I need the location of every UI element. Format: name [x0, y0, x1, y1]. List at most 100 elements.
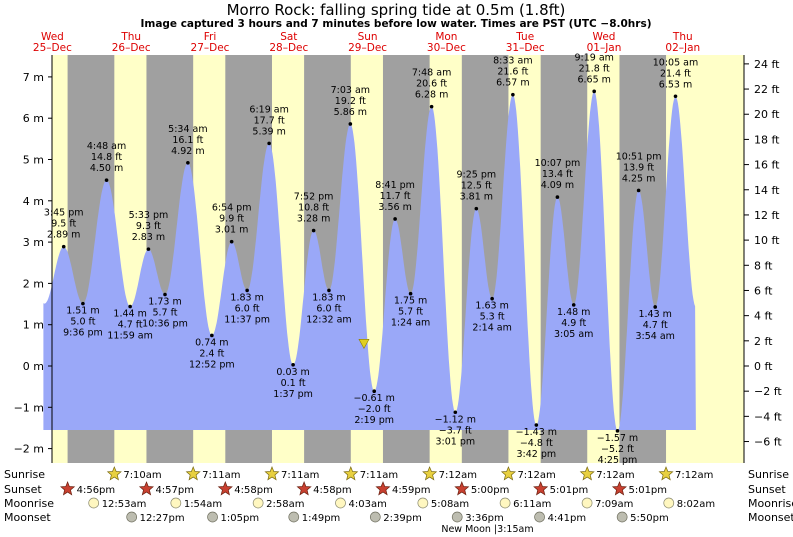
tide-label: 3.81 m [460, 192, 493, 203]
tide-label: 2:14 am [472, 323, 511, 334]
sunrise-time: 7:12am [596, 470, 634, 481]
tide-label: 5.7 ft [398, 307, 423, 318]
right-tick-label: 2 ft [754, 335, 773, 348]
left-tick-label: 4 m [23, 195, 44, 208]
tide-label: 1.43 m [638, 309, 671, 320]
left-tick-label: −1 m [14, 401, 44, 414]
tide-label: 10:05 am [653, 57, 698, 68]
sunset-time: 5:01pm [628, 485, 667, 496]
tide-label: 9:25 pm [456, 170, 496, 181]
moonrise-time: 5:08am [431, 499, 469, 510]
tide-label: 6.65 m [577, 74, 610, 85]
sunset-icon [296, 481, 312, 496]
sunset-icon [60, 481, 76, 496]
tide-label: −0.61 m [354, 393, 395, 404]
tide-label: 5.0 ft [70, 317, 95, 328]
tide-label: 4.7 ft [643, 320, 668, 331]
moonset-row-label: Moonset [4, 511, 51, 524]
tide-label: 4:48 am [87, 141, 126, 152]
moonset-icon [369, 511, 381, 523]
tide-point [490, 296, 494, 301]
left-tick-label: 7 m [23, 71, 44, 84]
moonset-time: 1:05pm [221, 513, 260, 524]
sunset-time: 4:56pm [77, 485, 116, 496]
tide-label: −5.2 ft [601, 444, 634, 455]
day-header-date: 30–Dec [427, 42, 466, 54]
tide-label: 4.9 ft [561, 318, 586, 329]
tide-label: 12:52 pm [189, 359, 235, 370]
day-header-date: 31–Dec [506, 42, 545, 54]
right-tick-label: 22 ft [754, 83, 780, 96]
right-tick-label: −4 ft [754, 410, 782, 423]
sunrise-icon [579, 466, 595, 481]
moonrise-icon [663, 497, 675, 509]
right-tick-label: 20 ft [754, 108, 780, 121]
tide-label: 3:01 pm [435, 436, 475, 447]
tide-label: 17.7 ft [254, 115, 285, 126]
tide-label: −1.43 m [516, 427, 557, 438]
right-tick-label: 16 ft [754, 159, 780, 172]
moonrise-time: 6:11am [513, 499, 551, 510]
right-tick-label: 0 ft [754, 360, 773, 373]
tide-label: 21.6 ft [497, 67, 528, 78]
tide-label: 1.63 m [475, 301, 508, 312]
day-header-dow: Sun [358, 31, 378, 43]
tide-label: 3:45 pm [44, 208, 84, 219]
sunset-icon [611, 481, 627, 496]
left-tick-label: 5 m [23, 154, 44, 167]
tide-point [229, 239, 234, 244]
left-axis: −2 m −1 m 0 m 1 m 2 m 3 m 4 m 5 m 6 m 7 m [14, 55, 53, 463]
day-header-date: 26–Dec [112, 42, 151, 54]
tide-label: 0.1 ft [281, 378, 306, 389]
left-tick-label: 3 m [23, 236, 44, 249]
right-tick-label: 6 ft [754, 284, 773, 297]
moonset-time: 2:39pm [383, 513, 422, 524]
tide-point [291, 362, 295, 367]
tide-label: 9.3 ft [136, 221, 161, 232]
sunrise-time: 7:11am [202, 470, 240, 481]
sunset-row-label-right: Sunset [748, 483, 786, 496]
day-header-dow: Mon [435, 31, 457, 43]
tide-label: 1.44 m [113, 309, 146, 320]
sunset-icon [454, 481, 470, 496]
tide-label: 1.73 m [148, 297, 181, 308]
tide-label: 10:36 pm [142, 319, 188, 330]
moonset-icon [126, 511, 138, 523]
tide-point [673, 94, 678, 99]
tide-point [408, 291, 413, 296]
tide-label: 12.5 ft [461, 181, 492, 192]
tide-label: 2.83 m [132, 232, 165, 243]
day-header-date: 01–Jan [587, 42, 622, 54]
tide-point [429, 104, 434, 109]
tide-label: 1.48 m [557, 307, 590, 318]
sunset-icon [217, 481, 233, 496]
sunset-time: 4:58pm [234, 485, 273, 496]
tide-label: 11.7 ft [380, 191, 411, 202]
tide-label: 6:54 pm [212, 203, 252, 214]
tide-label: 1.83 m [230, 292, 263, 303]
tide-label: 12:32 am [306, 314, 351, 325]
tide-label: 6.28 m [415, 90, 448, 101]
tide-point [615, 429, 620, 433]
day-header-dow: Fri [204, 31, 217, 43]
moonrise-icon [335, 497, 346, 509]
tide-point [210, 333, 214, 338]
sunset-row-label: Sunset [4, 483, 42, 496]
tide-label: 8:41 pm [375, 180, 415, 191]
day-headers: Wed25–DecThu26–DecFri27–DecSat28–DecSun2… [33, 31, 700, 54]
moonrise-icon [417, 497, 429, 509]
tide-point [81, 301, 85, 306]
right-tick-label: 12 ft [754, 209, 780, 222]
tide-label: 9.5 ft [51, 219, 76, 230]
tide-point [186, 161, 190, 165]
tide-label: 10:07 pm [535, 158, 581, 169]
moonrise-row-label-right: Moonrise [748, 497, 793, 510]
tide-label: 1.75 m [394, 296, 427, 307]
chart-subtitle: Image captured 3 hours and 7 minutes bef… [140, 18, 651, 30]
tide-label: −3.7 ft [439, 425, 472, 436]
right-axis: −6 ft −4 ft −2 ft 0 ft 2 ft 4 ft 6 ft 8 ft 10 ft… [743, 55, 782, 463]
tide-point [245, 288, 249, 293]
sunset-time: 5:00pm [471, 485, 510, 496]
